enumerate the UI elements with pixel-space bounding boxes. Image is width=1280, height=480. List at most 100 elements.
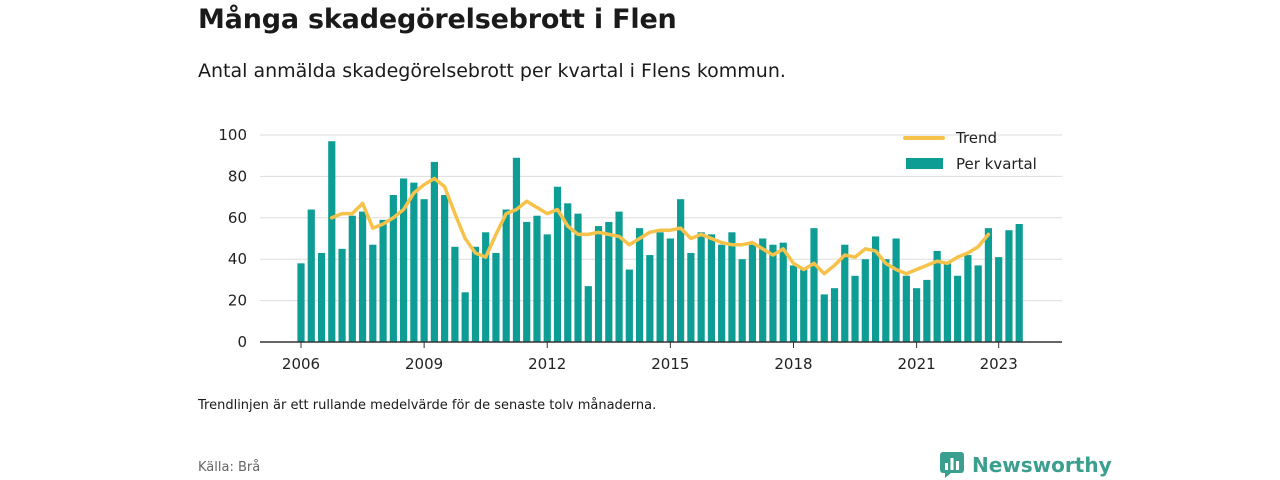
chart-subtitle: Antal anmälda skadegörelsebrott per kvar… xyxy=(198,60,786,82)
legend-bar-label: Per kvartal xyxy=(956,155,1037,173)
chart-title: Många skadegörelsebrott i Flen xyxy=(198,4,677,35)
bar xyxy=(728,232,736,342)
bar xyxy=(584,286,592,342)
bar xyxy=(759,238,767,342)
bar xyxy=(605,221,613,342)
axes: 0 20 40 60 80 100 2006 2009 2012 2015 2018 2021 2023 xyxy=(218,126,1062,373)
source-label: Källa: Brå xyxy=(198,460,261,475)
bar xyxy=(430,161,438,342)
x-tick-label: 2015 xyxy=(651,355,689,373)
chart-area: 0 20 40 60 80 100 2006 2009 2012 2015 2018 2021 2023… xyxy=(218,126,1062,373)
y-tick-label: 60 xyxy=(228,209,247,227)
x-tick-label: 2006 xyxy=(282,355,320,373)
bar xyxy=(718,244,726,342)
legend-bar-swatch xyxy=(906,158,943,169)
y-tick-label: 20 xyxy=(228,292,247,310)
bar xyxy=(984,228,993,342)
bar xyxy=(533,215,541,342)
bar xyxy=(748,244,757,342)
bar xyxy=(779,242,787,342)
bar xyxy=(871,236,880,342)
brand-logo: Newsworthy xyxy=(940,452,1112,478)
bar xyxy=(574,213,582,342)
bar xyxy=(523,221,531,342)
brand-name: Newsworthy xyxy=(972,453,1112,477)
chart-note: Trendlinjen är ett rullande medelvärde f… xyxy=(198,398,657,413)
bar xyxy=(954,275,962,342)
bar xyxy=(379,219,387,342)
bar xyxy=(697,232,705,342)
bar xyxy=(810,228,818,342)
bar xyxy=(1005,230,1013,342)
bar xyxy=(656,232,664,342)
newsworthy-logo-icon xyxy=(940,452,964,478)
bar xyxy=(738,259,746,342)
bar xyxy=(923,279,931,342)
bar xyxy=(820,294,828,342)
bar xyxy=(471,246,480,342)
legend: Trend Per kvartal xyxy=(903,129,1037,173)
bar xyxy=(389,195,397,342)
bar xyxy=(338,248,346,342)
trend-series xyxy=(330,176,991,276)
bar xyxy=(974,265,982,342)
bar xyxy=(441,195,449,342)
bar xyxy=(882,259,890,342)
bar xyxy=(543,234,551,342)
bar xyxy=(625,269,633,342)
y-tick-label: 0 xyxy=(237,333,247,351)
y-tick-label: 40 xyxy=(228,250,247,268)
x-tick-label: 2023 xyxy=(980,355,1018,373)
bar xyxy=(943,263,951,342)
bar xyxy=(841,244,849,342)
bar xyxy=(564,203,572,342)
y-tick-label: 100 xyxy=(218,126,247,144)
bar xyxy=(1015,224,1023,342)
bar xyxy=(328,141,336,342)
x-tick-label: 2018 xyxy=(774,355,812,373)
bar xyxy=(615,211,623,342)
bar xyxy=(964,255,972,342)
bar xyxy=(800,269,808,342)
bar xyxy=(646,255,654,342)
bar xyxy=(553,186,562,342)
y-tick-label: 80 xyxy=(228,167,247,185)
bar xyxy=(677,199,685,342)
bar xyxy=(789,265,798,342)
x-tick-label: 2021 xyxy=(898,355,936,373)
bar xyxy=(317,252,326,342)
bar xyxy=(769,244,777,342)
bar xyxy=(348,215,356,342)
bar xyxy=(687,252,695,342)
legend-trend-label: Trend xyxy=(955,129,997,147)
bar xyxy=(666,238,674,342)
bar xyxy=(461,292,469,342)
bar xyxy=(902,275,910,342)
bar xyxy=(482,232,490,342)
bar xyxy=(913,288,921,342)
bar xyxy=(358,211,367,342)
bar xyxy=(410,182,418,342)
bar xyxy=(451,246,459,342)
bar xyxy=(830,288,839,342)
bar xyxy=(892,238,900,342)
bar xyxy=(635,228,644,342)
x-tick-label: 2009 xyxy=(405,355,443,373)
bar xyxy=(995,257,1003,342)
x-tick-label: 2012 xyxy=(528,355,566,373)
bar xyxy=(851,275,859,342)
bar-series xyxy=(297,141,1023,342)
bar xyxy=(297,263,305,342)
bar xyxy=(400,178,408,342)
bar xyxy=(512,157,521,342)
bar xyxy=(933,250,941,342)
trend-line xyxy=(330,176,991,276)
bar xyxy=(707,234,715,342)
bar xyxy=(420,199,428,342)
bar xyxy=(492,252,500,342)
bar xyxy=(861,259,869,342)
bar xyxy=(502,209,510,342)
bar xyxy=(594,226,603,342)
bar xyxy=(307,209,315,342)
bar xyxy=(369,244,377,342)
